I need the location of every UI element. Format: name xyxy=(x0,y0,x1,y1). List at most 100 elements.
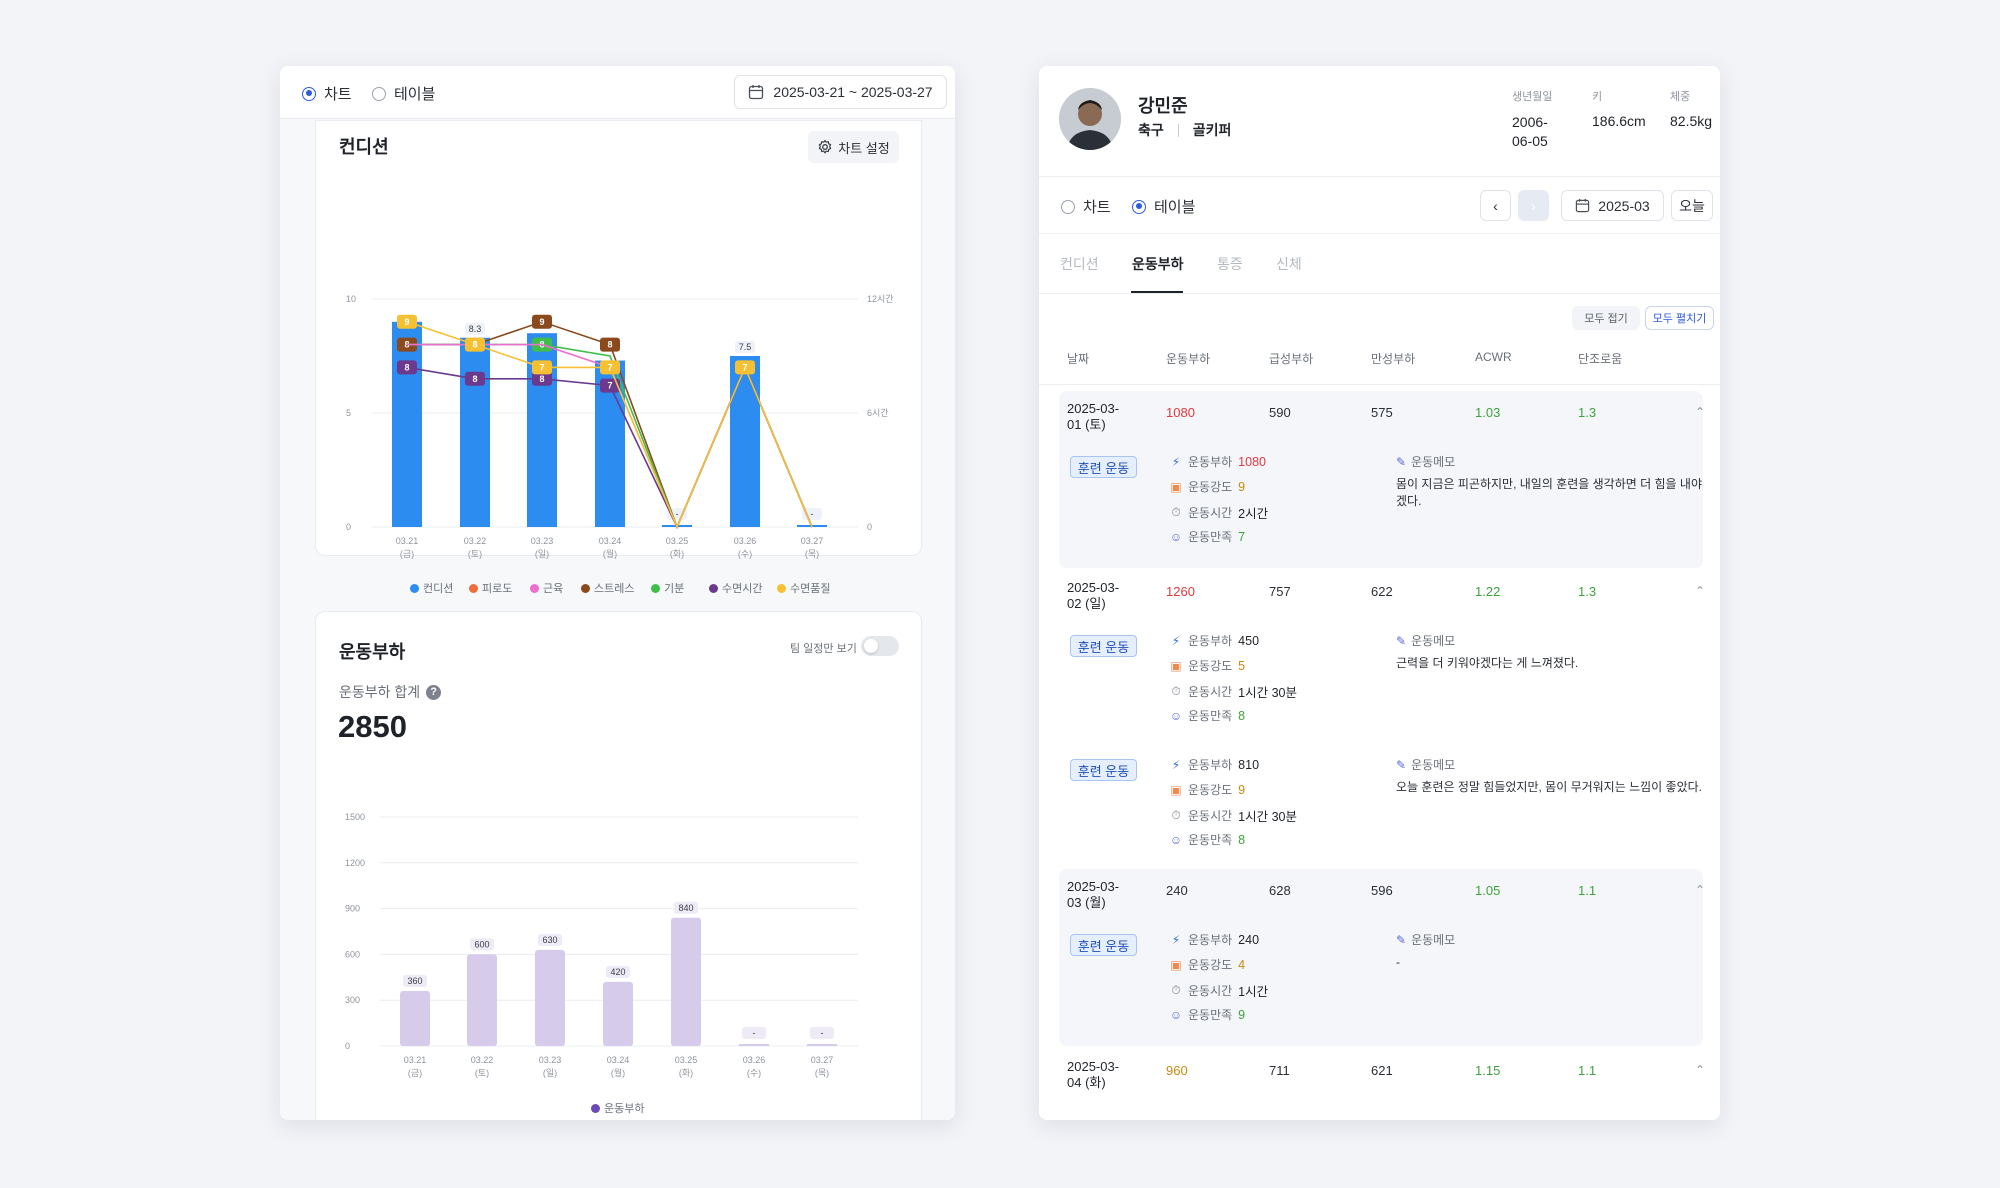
row-load: 960 xyxy=(1166,1063,1188,1078)
tab-body[interactable]: 신체 xyxy=(1276,256,1302,272)
memo-header: ✎ 운동메모 xyxy=(1396,756,1455,773)
chevron-up-icon[interactable]: ⌃ xyxy=(1695,883,1706,897)
chevron-up-icon[interactable]: ⌃ xyxy=(1695,1063,1706,1077)
load-bar[interactable] xyxy=(535,949,565,1046)
bar-value-label-bg xyxy=(470,938,494,951)
load-bar[interactable] xyxy=(807,1044,837,1046)
smile-icon: ☺ xyxy=(1169,529,1183,544)
chevron-up-icon[interactable]: ⌃ xyxy=(1695,584,1706,598)
legend-item[interactable]: 스트레스 xyxy=(581,580,634,596)
intensity-icon: ▣ xyxy=(1170,479,1182,494)
y-tick-label: 300 xyxy=(345,995,360,1005)
prev-month-button[interactable]: ‹ xyxy=(1480,190,1511,221)
legend-dot xyxy=(591,1103,600,1113)
point-label-bg xyxy=(532,314,552,329)
legend-item[interactable]: 운동부하 xyxy=(591,1100,644,1116)
load-bar[interactable] xyxy=(739,1044,769,1046)
chevron-up-icon[interactable]: ⌃ xyxy=(1695,405,1706,419)
legend-dot xyxy=(410,583,419,593)
point-label[interactable]: 8 xyxy=(607,340,612,350)
point-label[interactable]: 8 xyxy=(472,374,477,384)
metric-label: 운동강도 xyxy=(1188,958,1233,972)
point-label[interactable]: 8 xyxy=(404,362,409,372)
help-icon[interactable]: ? xyxy=(426,684,442,700)
metric-satisfaction: ☺ 운동만족 9 xyxy=(1169,1006,1245,1023)
smile-icon: ☺ xyxy=(1169,1007,1183,1022)
x-tick-label: 03.25 xyxy=(675,1055,698,1065)
row-load: 1080 xyxy=(1166,405,1195,420)
chart-settings-label: 차트 설정 xyxy=(838,140,890,156)
chart-settings-button[interactable]: 차트 설정 xyxy=(808,131,899,163)
point-label[interactable]: 8 xyxy=(472,340,477,350)
legend-item[interactable]: 근육 xyxy=(530,580,563,596)
today-button[interactable]: 오늘 xyxy=(1671,190,1713,221)
x-tick-label: 03.27 xyxy=(801,536,824,546)
condition-title: 컨디션 xyxy=(339,137,389,157)
team-schedule-toggle[interactable] xyxy=(861,636,899,656)
player-sport: 축구 xyxy=(1138,122,1164,138)
bar-value-label: 630 xyxy=(542,935,557,945)
radio-chart-label: 차트 xyxy=(324,86,352,103)
point-label[interactable]: 7 xyxy=(742,362,747,372)
bar-value-label-bg xyxy=(742,1027,766,1039)
point-label-bg xyxy=(600,360,620,375)
load-bar[interactable] xyxy=(467,954,497,1046)
metric-value: 450 xyxy=(1238,633,1260,648)
legend-item[interactable]: 수면시간 xyxy=(709,580,762,596)
intensity-icon: ▣ xyxy=(1170,782,1182,797)
point-label[interactable]: 7 xyxy=(539,362,544,372)
chart-view-panel: 차트 테이블 2025-03-21 ~ 2025-03-27 컨디션 차트 설정… xyxy=(280,66,955,1120)
point-label-bg xyxy=(532,360,552,375)
expand-all-button[interactable]: 모두 펼치기 xyxy=(1645,306,1714,330)
point-label[interactable]: 7 xyxy=(607,362,612,372)
today-label: 오늘 xyxy=(1679,197,1705,214)
legend-label: 기분 xyxy=(664,583,685,595)
load-bar[interactable] xyxy=(400,991,430,1046)
bar-value-label: 8.3 xyxy=(469,324,482,334)
load-bar[interactable] xyxy=(603,981,633,1046)
bar-value-label: 600 xyxy=(474,939,489,949)
condition-bar[interactable] xyxy=(392,321,422,527)
load-bar[interactable] xyxy=(671,917,701,1046)
legend-item[interactable]: 기분 xyxy=(651,580,684,596)
tab-pain[interactable]: 통증 xyxy=(1217,256,1243,272)
session-type-badge: 훈련 운동 xyxy=(1070,759,1137,781)
birth-value: 2006-06-05 xyxy=(1512,114,1548,149)
collapse-all-button[interactable]: 모두 접기 xyxy=(1572,306,1640,330)
point-label[interactable]: 8 xyxy=(539,374,544,384)
metric-label: 운동부하 xyxy=(1188,634,1233,648)
point-label[interactable]: 7 xyxy=(607,381,612,391)
left-toolbar: 차트 테이블 2025-03-21 ~ 2025-03-27 xyxy=(280,66,955,119)
legend-item[interactable]: 컨디션 xyxy=(410,580,453,596)
y-tick-label: 1200 xyxy=(345,858,365,868)
metric-label: 운동강도 xyxy=(1188,659,1233,673)
metric-satisfaction: ☺ 운동만족 8 xyxy=(1169,831,1245,848)
row-chronic: 575 xyxy=(1371,405,1393,420)
legend-item[interactable]: 피로도 xyxy=(469,580,512,596)
load-total-value: 2850 xyxy=(338,709,407,744)
point-label-bg xyxy=(735,360,755,375)
chevron-left-icon: ‹ xyxy=(1493,197,1498,214)
x-tick-label: 03.25 xyxy=(666,536,689,546)
memo-text: 근력을 더 키워야겠다는 게 느껴졌다. xyxy=(1396,656,1579,670)
date-range-picker[interactable]: 2025-03-21 ~ 2025-03-27 xyxy=(734,75,947,109)
point-label-bg xyxy=(600,378,620,393)
load-total-label-row: 운동부하 합계 ? xyxy=(339,682,442,702)
next-month-button[interactable]: › xyxy=(1518,190,1549,221)
condition-bar[interactable] xyxy=(460,337,490,527)
condition-bar[interactable] xyxy=(730,356,760,527)
radio-table[interactable]: 테이블 xyxy=(372,83,435,104)
radio-chart[interactable]: 차트 xyxy=(302,83,352,104)
x-tick-label: (금) xyxy=(400,549,414,559)
tab-condition[interactable]: 컨디션 xyxy=(1060,256,1099,272)
tab-load[interactable]: 운동부하 xyxy=(1132,256,1184,272)
point-label[interactable]: 9 xyxy=(404,317,409,327)
point-label-bg xyxy=(465,371,485,386)
bar-value-label: 840 xyxy=(678,903,693,913)
radio-chart-right[interactable]: 차트 xyxy=(1061,196,1111,217)
memo-text: 몸이 지금은 피곤하지만, 내일의 훈련을 생각하면 더 힘을 내야겠다. xyxy=(1396,477,1703,508)
point-label[interactable]: 9 xyxy=(539,317,544,327)
month-picker[interactable]: 2025-03 xyxy=(1561,190,1664,221)
radio-table-right[interactable]: 테이블 xyxy=(1132,196,1195,217)
legend-item[interactable]: 수면품질 xyxy=(777,580,830,596)
